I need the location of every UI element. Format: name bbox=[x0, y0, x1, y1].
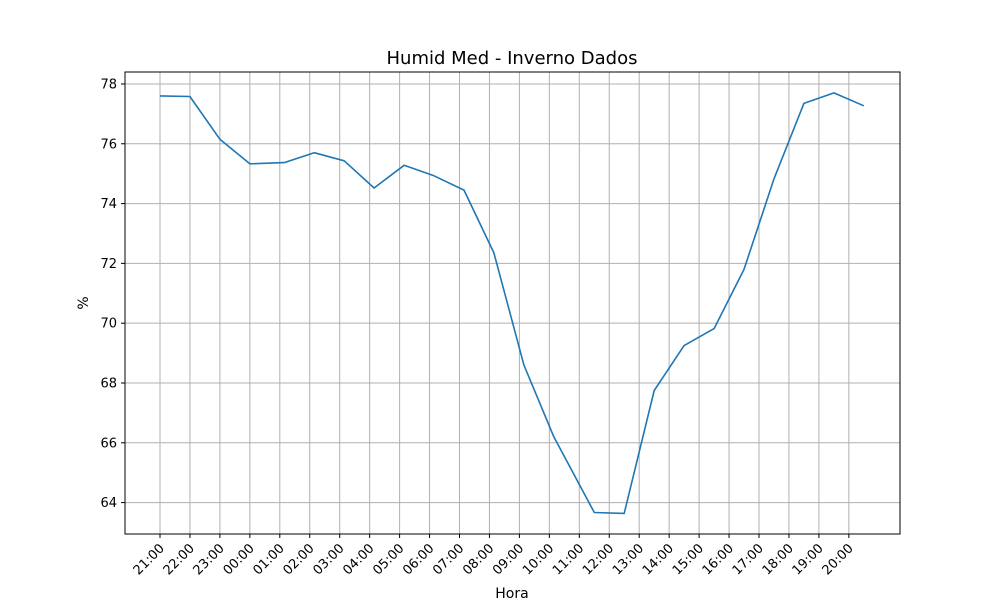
y-axis-label: % bbox=[76, 296, 92, 309]
x-tick-label: 04:00 bbox=[340, 541, 377, 578]
chart-title: Humid Med - Inverno Dados bbox=[387, 48, 638, 69]
x-tick-label: 20:00 bbox=[820, 541, 857, 578]
x-tick-label: 10:00 bbox=[520, 541, 557, 578]
plot-frame bbox=[124, 71, 901, 535]
x-tick-label: 03:00 bbox=[310, 541, 347, 578]
y-axis: 64 66 68 70 72 74 76 78 bbox=[100, 77, 125, 511]
y-tick-label: 68 bbox=[100, 376, 117, 391]
x-axis: 21:0022:0023:0000:0001:0002:0003:0004:00… bbox=[131, 534, 857, 578]
x-tick-label: 05:00 bbox=[370, 541, 407, 578]
x-tick-label: 08:00 bbox=[460, 541, 497, 578]
x-tick-label: 16:00 bbox=[700, 541, 737, 578]
x-tick-label: 19:00 bbox=[790, 541, 827, 578]
x-tick-label: 15:00 bbox=[670, 541, 707, 578]
x-tick-label: 12:00 bbox=[580, 541, 617, 578]
x-tick-label: 09:00 bbox=[490, 541, 527, 578]
x-tick-label: 21:00 bbox=[131, 541, 168, 578]
grid bbox=[125, 72, 900, 534]
x-axis-label: Hora bbox=[495, 586, 528, 600]
x-tick-label: 23:00 bbox=[191, 541, 228, 578]
x-tick-label: 02:00 bbox=[280, 541, 317, 578]
x-tick-label: 01:00 bbox=[251, 541, 288, 578]
y-tick-label: 72 bbox=[100, 257, 117, 272]
x-tick-label: 22:00 bbox=[161, 541, 198, 578]
y-tick-label: 76 bbox=[100, 137, 117, 152]
series-line bbox=[159, 92, 865, 515]
x-tick-label: 17:00 bbox=[730, 541, 767, 578]
y-tick-label: 66 bbox=[100, 436, 117, 451]
x-tick-label: 00:00 bbox=[221, 541, 258, 578]
y-tick-label: 74 bbox=[100, 197, 117, 212]
x-tick-label: 13:00 bbox=[610, 541, 647, 578]
y-tick-label: 64 bbox=[100, 496, 117, 511]
y-tick-label: 78 bbox=[100, 77, 117, 92]
x-tick-label: 18:00 bbox=[760, 541, 797, 578]
y-tick-label: 70 bbox=[100, 317, 117, 332]
series-layer bbox=[159, 92, 865, 515]
x-tick-label: 06:00 bbox=[400, 541, 437, 578]
x-tick-label: 14:00 bbox=[640, 541, 677, 578]
x-tick-label: 11:00 bbox=[550, 541, 587, 578]
x-tick-label: 07:00 bbox=[430, 541, 467, 578]
